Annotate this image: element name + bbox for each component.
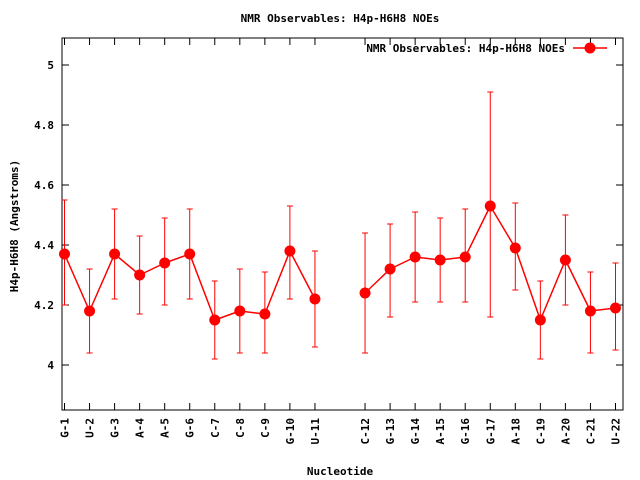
- x-tick-label: G-1: [59, 418, 72, 438]
- x-tick-label: C-8: [234, 418, 247, 438]
- data-point: [584, 305, 596, 317]
- x-tick-label: U-22: [609, 418, 622, 445]
- data-point: [184, 248, 196, 260]
- chart-title: NMR Observables: H4p-H6H8 NOEs: [241, 12, 440, 25]
- x-axis-label: Nucleotide: [307, 465, 374, 478]
- x-tick-label: G-14: [409, 418, 422, 445]
- data-point: [134, 269, 146, 281]
- data-point: [459, 251, 471, 263]
- y-tick-label: 4.8: [34, 119, 54, 132]
- data-point: [434, 254, 446, 266]
- legend-marker: [584, 42, 596, 54]
- series-line-segment: [264, 250, 291, 315]
- x-tick-label: C-12: [359, 418, 372, 445]
- y-axis-label: H4p-H6H8 (Angstroms): [8, 160, 21, 292]
- x-axis: G-1 U-2 G-3 A-4 A-5 G-6 C-7 C-8 C-9 G-10 U-11 C-12 G…: [59, 38, 622, 445]
- y-tick-label: 4.4: [34, 239, 54, 252]
- x-tick-label: G-16: [459, 418, 472, 445]
- data-point: [159, 257, 171, 269]
- legend: NMR Observables: H4p-H6H8 NOEs: [366, 42, 607, 55]
- data-point: [309, 293, 321, 305]
- y-tick-label: 5: [47, 59, 54, 72]
- x-tick-label: G-6: [184, 418, 197, 438]
- x-tick-label: G-13: [384, 418, 397, 445]
- x-tick-label: A-5: [159, 418, 172, 438]
- data-point: [509, 242, 521, 254]
- x-tick-label: A-18: [509, 418, 522, 445]
- series-line-segment: [489, 205, 516, 249]
- data-point: [359, 287, 371, 299]
- x-tick-label: G-3: [109, 418, 122, 438]
- y-tick-label: 4: [47, 359, 54, 372]
- x-tick-label: U-11: [309, 418, 322, 445]
- data-point: [559, 254, 571, 266]
- x-tick-label: A-15: [434, 418, 447, 445]
- x-tick-label: C-21: [584, 418, 597, 445]
- y-tick-label: 4.6: [34, 179, 54, 192]
- data-point: [609, 302, 621, 314]
- legend-label: NMR Observables: H4p-H6H8 NOEs: [366, 42, 565, 55]
- series-line-segment: [189, 253, 216, 321]
- plot-frame: [61, 37, 624, 411]
- x-tick-label: C-7: [209, 418, 222, 438]
- y-axis: 4 4.2 4.4 4.6 4.8 5: [34, 59, 623, 372]
- data-point: [234, 305, 246, 317]
- data-point: [259, 308, 271, 320]
- x-tick-label: G-17: [484, 418, 497, 445]
- x-tick-label: C-9: [259, 418, 272, 438]
- data-point: [84, 305, 96, 317]
- x-tick-label: U-2: [84, 418, 97, 438]
- data-point: [209, 314, 221, 326]
- x-tick-label: C-19: [534, 418, 547, 445]
- data-point: [59, 248, 71, 260]
- series-line-segment: [63, 253, 91, 312]
- series-line-segment: [564, 259, 592, 312]
- series-line-segment: [88, 253, 116, 312]
- x-tick-label: A-4: [134, 418, 147, 438]
- series-layer: [59, 91, 621, 360]
- data-point: [534, 314, 546, 326]
- data-point: [284, 245, 296, 257]
- series-line-segment: [464, 205, 491, 258]
- series-line-segment: [364, 268, 391, 294]
- data-point: [484, 200, 496, 212]
- data-point: [409, 251, 421, 263]
- x-tick-label: A-20: [559, 418, 572, 445]
- x-tick-label: G-10: [284, 418, 297, 445]
- series-line-segment: [514, 247, 542, 321]
- y-tick-label: 4.2: [34, 299, 54, 312]
- series-line-segment: [289, 250, 316, 300]
- data-point: [109, 248, 121, 260]
- data-point: [384, 263, 396, 275]
- series-line-segment: [539, 259, 567, 321]
